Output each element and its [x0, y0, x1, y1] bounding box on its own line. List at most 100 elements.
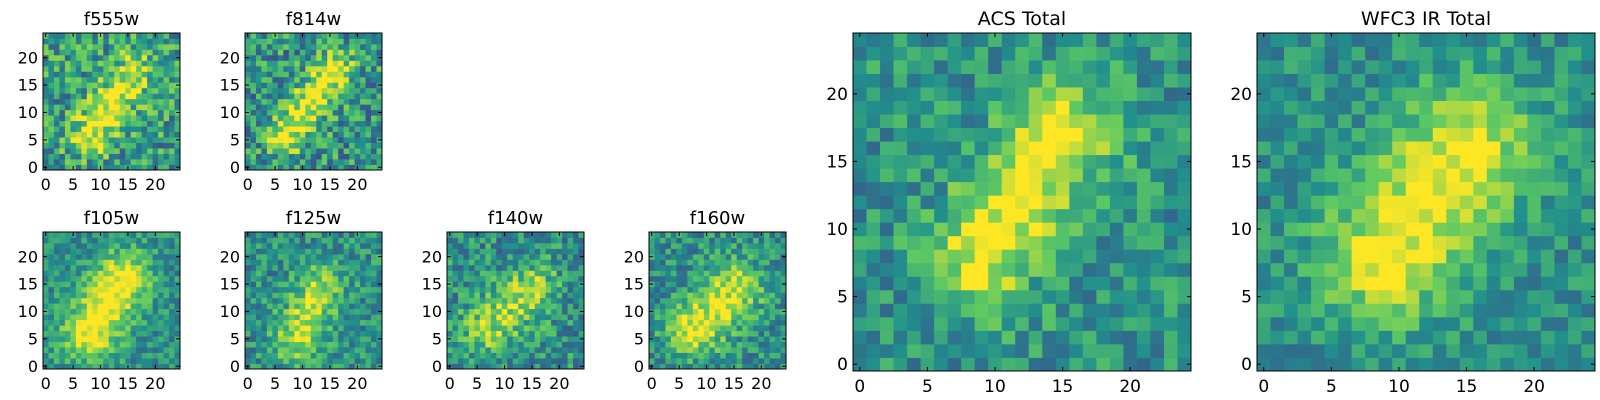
heatmap-cell — [141, 270, 148, 277]
heatmap-cell — [758, 352, 765, 359]
heatmap-cell — [97, 292, 104, 299]
heatmap-cell — [452, 314, 459, 321]
heatmap-cell — [130, 159, 137, 165]
heatmap-cell — [92, 115, 99, 122]
heatmap-cell — [1055, 330, 1070, 345]
heatmap-cell — [158, 126, 164, 133]
heatmap-cell — [70, 65, 77, 72]
heatmap-cell — [338, 137, 345, 143]
heatmap-cell — [332, 270, 339, 277]
heatmap-cell — [529, 314, 536, 321]
heatmap-cell — [468, 286, 475, 293]
heatmap-cell — [1392, 181, 1407, 196]
heatmap-cell — [152, 82, 159, 89]
heatmap-cell — [103, 336, 110, 342]
heatmap-cell — [692, 325, 699, 332]
heatmap-cell — [947, 343, 962, 358]
heatmap-cell — [152, 281, 159, 288]
heatmap-cell — [343, 292, 350, 299]
heatmap-cell — [692, 314, 699, 321]
heatmap-cell — [1082, 276, 1097, 291]
heatmap-cell — [551, 270, 557, 277]
heatmap-cell — [349, 38, 355, 45]
heatmap-cell — [365, 270, 372, 277]
heatmap-cell — [327, 65, 334, 72]
heatmap-cell — [360, 242, 366, 249]
heatmap-cell — [947, 154, 962, 169]
heatmap-cell — [70, 314, 77, 321]
heatmap-cell — [747, 253, 754, 260]
heatmap-cell — [485, 253, 492, 260]
heatmap-cell — [556, 314, 563, 321]
heatmap-cell — [81, 259, 88, 266]
heatmap-cell — [1096, 330, 1111, 345]
heatmap-cell — [64, 259, 71, 266]
heatmap-cell — [310, 33, 317, 39]
heatmap-cell — [659, 242, 666, 249]
heatmap-cell — [1513, 208, 1528, 223]
heatmap-cell — [343, 270, 350, 277]
heatmap-cell — [961, 100, 976, 115]
heatmap-cell — [349, 259, 355, 266]
heatmap-cell — [551, 308, 557, 315]
heatmap-cell — [349, 308, 355, 315]
heatmap-cell — [305, 120, 312, 127]
heatmap-cell — [349, 248, 355, 255]
heatmap-cell — [81, 60, 88, 67]
heatmap-cell — [277, 109, 284, 116]
heatmap-cell — [507, 248, 514, 255]
heatmap-cell — [43, 142, 49, 149]
heatmap-cell — [108, 281, 115, 288]
heatmap-cell — [245, 38, 251, 45]
heatmap-cell — [974, 100, 989, 115]
heatmap-cell — [376, 352, 383, 359]
heatmap-cell — [947, 60, 962, 74]
heatmap-cell — [360, 153, 366, 160]
heatmap-cell — [1042, 208, 1057, 223]
heatmap-cell — [43, 292, 49, 299]
heatmap-cell — [562, 347, 568, 353]
heatmap-cell — [1069, 222, 1084, 237]
heatmap-cell — [758, 242, 765, 249]
heatmap-cell — [288, 115, 295, 122]
heatmap-cell — [1392, 289, 1407, 304]
heatmap-cell — [567, 363, 574, 370]
heatmap-cell — [518, 347, 525, 353]
x-tick-label: 5 — [68, 175, 78, 194]
heatmap-cell — [272, 148, 279, 154]
heatmap-cell — [753, 363, 759, 370]
heatmap-cell — [305, 71, 312, 78]
heatmap-cell — [43, 358, 49, 364]
heatmap-cell — [327, 82, 334, 89]
heatmap-cell — [769, 259, 776, 266]
heatmap-cell — [371, 148, 377, 154]
heatmap-cell — [468, 270, 475, 277]
heatmap-cell — [92, 341, 99, 348]
heatmap-cell — [529, 341, 536, 348]
heatmap-cell — [92, 87, 99, 94]
heatmap-cell — [75, 93, 82, 100]
heatmap-cell — [376, 347, 383, 353]
heatmap-cell — [261, 253, 268, 260]
heatmap-cell — [1082, 330, 1097, 345]
heatmap-cell — [1432, 235, 1447, 250]
heatmap-cell — [288, 71, 295, 78]
heatmap-cell — [97, 82, 104, 89]
y-tick-label: 0 — [634, 357, 644, 376]
heatmap-cell — [853, 33, 867, 47]
heatmap-cell — [277, 71, 284, 78]
heatmap-cell — [512, 341, 519, 348]
heatmap-cell — [130, 292, 137, 299]
heatmap-cell — [1257, 262, 1271, 277]
heatmap-cell — [654, 286, 661, 293]
heatmap-cell — [961, 222, 976, 237]
heatmap-cell — [947, 181, 962, 196]
heatmap-cell — [48, 82, 55, 89]
heatmap-cell — [463, 297, 470, 304]
heatmap-cell — [48, 109, 55, 116]
heatmap-cell — [59, 319, 66, 326]
heatmap-cell — [703, 242, 710, 249]
heatmap-cell — [720, 341, 727, 348]
heatmap-cell — [327, 142, 334, 149]
heatmap-cell — [376, 286, 383, 293]
